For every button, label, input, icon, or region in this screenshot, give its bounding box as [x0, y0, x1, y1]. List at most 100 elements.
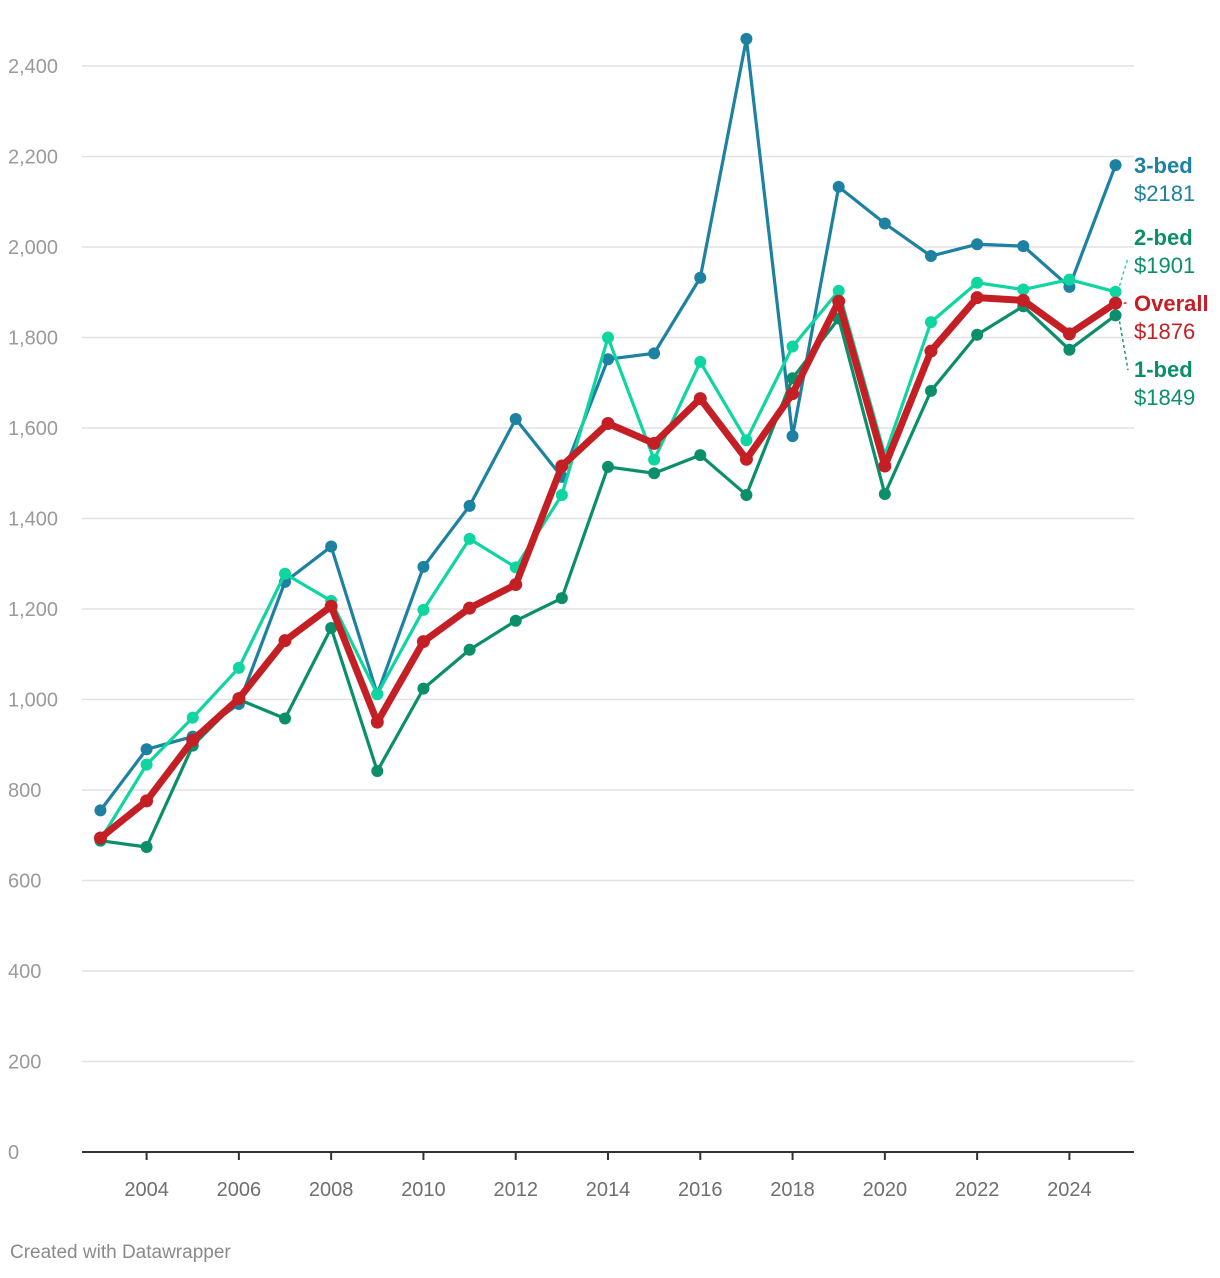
- x-tick-label: 2010: [401, 1179, 446, 1201]
- data-point-1-bed: [1063, 343, 1076, 356]
- y-tick-label: 2,400: [8, 56, 58, 78]
- data-point-overall: [739, 452, 753, 466]
- label-connector-2-bed: [1118, 257, 1129, 287]
- data-point-3-bed: [878, 217, 891, 230]
- y-tick-label: 1,000: [8, 690, 58, 712]
- data-point-2-bed: [694, 355, 707, 368]
- end-label-1-bed: 1-bed $1849: [1134, 357, 1195, 410]
- end-labels: 3-bed $2181 2-bed $1901 Overall $1876 1-bed $18…: [1118, 153, 1209, 410]
- data-point-2-bed: [371, 688, 384, 701]
- data-point-1-bed: [555, 592, 568, 605]
- data-point-2-bed: [832, 284, 845, 297]
- data-point-overall: [324, 599, 338, 613]
- data-point-3-bed: [1017, 240, 1030, 253]
- end-label-value: $2181: [1134, 181, 1195, 206]
- series-overall: [93, 291, 1123, 845]
- data-point-overall: [509, 578, 523, 592]
- x-axis: 2004 2006 2008 2010 2012 2014 2016 2018 2020 2022…: [82, 1151, 1134, 1201]
- end-label-2-bed: 2-bed $1901: [1134, 225, 1195, 278]
- data-point-2-bed: [186, 711, 199, 724]
- x-tick-label: 2004: [124, 1179, 169, 1201]
- series-line-overall: [96, 294, 1120, 842]
- data-point-1-bed: [694, 449, 707, 462]
- end-label-3-bed: 3-bed $2181: [1134, 153, 1195, 206]
- x-tick-label: 2020: [863, 1179, 908, 1201]
- data-point-overall: [416, 635, 430, 649]
- data-point-1-bed: [371, 764, 384, 777]
- data-point-2-bed: [740, 434, 753, 447]
- data-point-3-bed: [786, 430, 799, 443]
- data-point-3-bed: [924, 250, 937, 263]
- data-point-overall: [693, 392, 707, 406]
- data-point-2-bed: [924, 316, 937, 329]
- data-point-3-bed: [94, 804, 107, 817]
- data-point-3-bed: [417, 560, 430, 573]
- data-point-overall: [370, 715, 384, 729]
- data-point-1-bed: [279, 712, 292, 725]
- series-3-bed: [94, 32, 1122, 817]
- end-label-name: Overall: [1134, 291, 1209, 316]
- data-point-3-bed: [1109, 159, 1122, 172]
- x-tick-label: 2006: [217, 1179, 262, 1201]
- data-point-overall: [647, 436, 661, 450]
- y-tick-label: 1,600: [8, 418, 58, 440]
- data-point-3-bed: [509, 412, 522, 425]
- y-tick-label: 2,200: [8, 147, 58, 169]
- data-point-1-bed: [602, 460, 614, 473]
- x-tick-label: 2018: [770, 1179, 815, 1201]
- series-2-bed: [94, 273, 1122, 846]
- y-tick-label: 2,000: [8, 237, 58, 259]
- data-point-3-bed: [740, 32, 753, 45]
- data-point-1-bed: [463, 643, 476, 656]
- y-tick-label: 400: [8, 961, 41, 983]
- data-point-2-bed: [602, 331, 614, 344]
- end-label-value: $1849: [1134, 385, 1195, 410]
- data-point-overall: [1016, 293, 1030, 307]
- data-point-overall: [1062, 327, 1076, 341]
- data-point-2-bed: [1063, 273, 1076, 286]
- end-label-value: $1876: [1134, 319, 1195, 344]
- data-point-overall: [186, 733, 200, 747]
- series-1-bed: [94, 300, 1122, 854]
- x-tick-label: 2024: [1047, 1179, 1092, 1201]
- x-tick-label: 2022: [955, 1179, 1000, 1201]
- end-label-name: 2-bed: [1134, 225, 1193, 250]
- data-point-2-bed: [140, 758, 153, 771]
- data-point-overall: [555, 459, 569, 473]
- y-tick-label: 1,800: [8, 328, 58, 350]
- y-tick-label: 1,200: [8, 599, 58, 621]
- x-tick-label: 2016: [678, 1179, 723, 1201]
- data-point-3-bed: [694, 271, 707, 284]
- data-point-2-bed: [786, 340, 799, 353]
- data-point-2-bed: [1109, 285, 1122, 298]
- data-point-1-bed: [509, 614, 522, 627]
- data-point-2-bed: [555, 488, 568, 501]
- y-tick-label: 0: [8, 1142, 19, 1164]
- data-point-overall: [786, 387, 800, 401]
- data-point-overall: [832, 294, 846, 308]
- data-point-3-bed: [602, 353, 614, 366]
- data-point-1-bed: [140, 841, 153, 854]
- data-point-overall: [601, 416, 615, 430]
- y-tick-label: 200: [8, 1052, 41, 1074]
- data-point-1-bed: [740, 488, 753, 501]
- data-point-1-bed: [417, 682, 430, 695]
- series-line-1-bed: [98, 304, 1118, 849]
- data-point-3-bed: [325, 540, 338, 553]
- data-point-3-bed: [832, 180, 845, 193]
- y-tick-label: 600: [8, 871, 41, 893]
- data-point-1-bed: [648, 467, 661, 480]
- end-label-value: $1901: [1134, 253, 1195, 278]
- data-point-3-bed: [648, 347, 661, 360]
- data-point-overall: [93, 831, 107, 845]
- data-point-2-bed: [971, 276, 984, 289]
- data-point-overall: [878, 459, 892, 473]
- end-label-name: 1-bed: [1134, 357, 1193, 382]
- data-point-2-bed: [417, 603, 430, 616]
- data-point-overall: [924, 344, 938, 358]
- data-point-2-bed: [648, 453, 661, 466]
- end-label-name: 3-bed: [1134, 153, 1193, 178]
- series-lines: [93, 32, 1123, 854]
- data-point-3-bed: [971, 238, 984, 251]
- data-point-overall: [1109, 296, 1123, 310]
